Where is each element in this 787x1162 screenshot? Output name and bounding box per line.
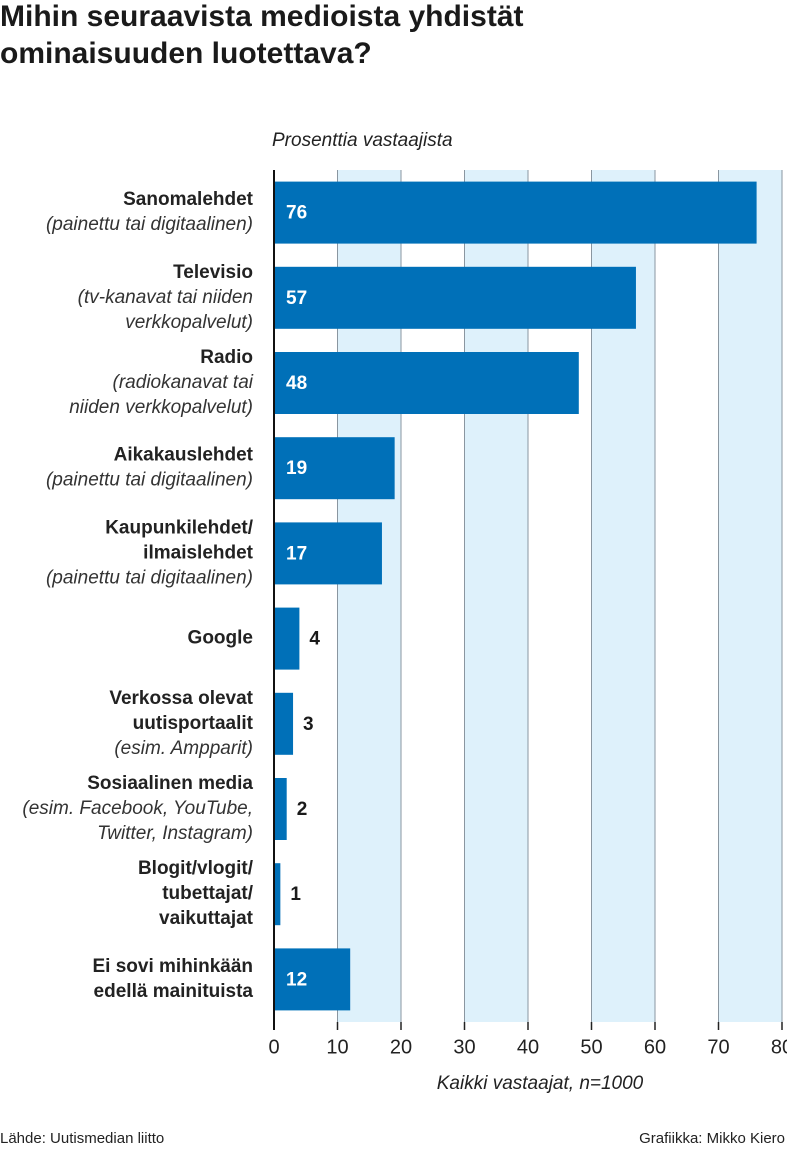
bar xyxy=(274,778,287,840)
x-tick-label: 0 xyxy=(268,1036,279,1058)
x-tick-label: 20 xyxy=(390,1036,412,1058)
category-note: (esim. Facebook, YouTube, xyxy=(22,798,253,819)
x-tick-label: 80 xyxy=(771,1036,787,1058)
subtitle: Prosenttia vastaajista xyxy=(272,130,453,151)
category-label: Kaupunkilehdet/ xyxy=(105,517,254,538)
category-label: Blogit/vlogit/ xyxy=(138,858,254,879)
bar xyxy=(274,352,579,414)
category-label: ilmaislehdet xyxy=(143,542,253,563)
source: Lähde: Uutismedian liitto xyxy=(0,1130,164,1147)
value-label: 76 xyxy=(286,203,307,224)
value-label: 3 xyxy=(303,714,314,735)
category-label: Google xyxy=(188,628,253,649)
category-note: (painettu tai digitaalinen) xyxy=(46,567,253,588)
bar xyxy=(274,437,395,500)
x-tick-label: 70 xyxy=(707,1036,729,1058)
x-tick-label: 60 xyxy=(644,1036,666,1058)
category-note: Twitter, Instagram) xyxy=(97,823,253,844)
bar xyxy=(274,692,294,755)
chart-title: Mihin seuraavista medioista yhdistät xyxy=(0,0,524,33)
value-label: 2 xyxy=(297,799,308,820)
category-label: Televisio xyxy=(173,262,253,283)
category-note: (painettu tai digitaalinen) xyxy=(46,470,253,491)
category-label: Ei sovi mihinkään xyxy=(93,956,254,977)
category-note: (painettu tai digitaalinen) xyxy=(46,214,253,235)
x-tick-label: 10 xyxy=(326,1036,348,1058)
bar xyxy=(274,522,382,585)
category-label: edellä mainituista xyxy=(94,981,254,1002)
credit: Grafiikka: Mikko Kiero xyxy=(639,1130,785,1147)
category-label: Sosiaalinen media xyxy=(87,773,253,794)
category-label: uutisportaalit xyxy=(133,713,254,734)
value-label: 17 xyxy=(286,543,307,564)
category-label: vaikuttajat xyxy=(159,908,254,929)
category-label: Verkossa olevat xyxy=(109,688,253,709)
bar xyxy=(274,266,636,329)
x-tick-label: 30 xyxy=(453,1036,475,1058)
category-label: tubettajat/ xyxy=(162,883,254,904)
x-tick-label: 40 xyxy=(517,1036,539,1058)
category-note: (radiokanavat tai xyxy=(113,372,254,393)
value-label: 19 xyxy=(286,458,307,479)
value-label: 48 xyxy=(286,373,307,394)
category-label: Radio xyxy=(200,347,253,368)
value-label: 1 xyxy=(290,884,301,905)
category-note: verkkopalvelut) xyxy=(125,312,253,333)
x-axis-label: Kaikki vastaajat, n=1000 xyxy=(437,1073,644,1094)
bar xyxy=(274,948,351,1011)
category-note: niiden verkkopalvelut) xyxy=(69,397,253,418)
bar xyxy=(274,607,300,670)
category-label: Aikakauslehdet xyxy=(114,445,254,466)
shaded-band xyxy=(718,170,782,1022)
x-tick-label: 50 xyxy=(580,1036,602,1058)
bar xyxy=(274,863,281,926)
value-label: 12 xyxy=(286,969,307,990)
bar xyxy=(274,181,757,244)
category-note: (esim. Ampparit) xyxy=(114,738,253,759)
value-label: 57 xyxy=(286,288,307,309)
category-note: (tv-kanavat tai niiden xyxy=(78,287,253,308)
category-label: Sanomalehdet xyxy=(123,189,254,210)
chart-title: ominaisuuden luotettava? xyxy=(0,37,372,70)
value-label: 4 xyxy=(309,629,320,650)
